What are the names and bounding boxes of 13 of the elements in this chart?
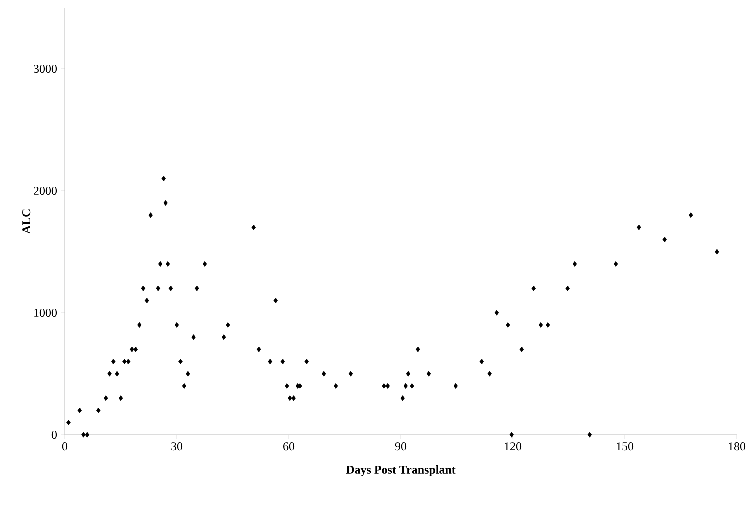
y-tick-label: 0 <box>52 430 58 440</box>
y-tick-label: 2000 <box>34 186 58 196</box>
x-tick-label: 90 <box>395 442 407 451</box>
x-tick-label: 30 <box>172 442 183 451</box>
x-tick-label: 180 <box>729 442 746 451</box>
y-tick-label: 1000 <box>34 308 58 318</box>
x-tick-label: 120 <box>505 442 522 451</box>
x-tick-label: 60 <box>284 442 295 451</box>
y-axis-title: ALC <box>22 210 31 234</box>
x-axis-title: Days Post Transplant <box>346 465 456 476</box>
y-tick-label: 3000 <box>34 64 58 74</box>
x-tick-label: 0 <box>62 442 68 451</box>
x-tick-label: 150 <box>617 442 634 451</box>
